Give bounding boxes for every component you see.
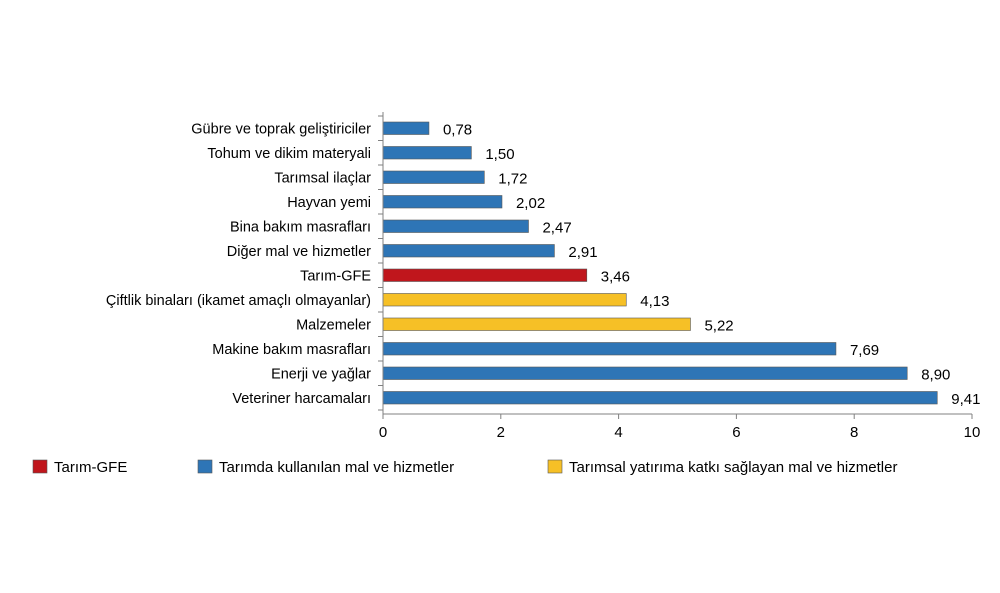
value-label: 7,69 (850, 342, 879, 359)
value-label: 1,72 (498, 170, 527, 187)
bar-12 (382, 391, 938, 405)
category-label: Malzemeler (296, 317, 371, 333)
value-label: 9,41 (951, 391, 980, 408)
bars-layer: Gübre ve toprak geliştiriciler 0,78 Tohum … (106, 121, 981, 408)
category-label: Tohum ve dikim materyali (207, 146, 371, 162)
legend-swatch-1 (32, 459, 48, 474)
value-label: 8,90 (921, 366, 950, 383)
bar-6 (382, 244, 555, 258)
x-tick-label: 2 (497, 424, 505, 441)
x-tick-label: 10 (964, 424, 981, 441)
x-tick-label: 0 (379, 424, 387, 441)
category-label: Tarımsal ilaçlar (274, 170, 371, 186)
x-tick-label: 6 (732, 424, 740, 441)
bar-2 (382, 146, 472, 160)
value-label: 2,91 (568, 244, 597, 261)
bar-9 (382, 317, 691, 331)
category-label: Enerji ve yağlar (271, 366, 371, 382)
category-label: Gübre ve toprak geliştiriciler (191, 121, 371, 137)
x-tick-label: 4 (614, 424, 622, 441)
bar-4 (382, 195, 503, 209)
legend-swatch-3 (547, 459, 563, 474)
value-label: 3,46 (601, 268, 630, 285)
category-label: Veteriner harcamaları (232, 391, 371, 407)
bar-3 (382, 170, 485, 184)
value-label: 1,50 (485, 146, 514, 163)
category-label: Çiftlik binaları (ikamet amaçlı olmayanl… (106, 293, 371, 309)
legend-label-1: Tarım-GFE (54, 459, 127, 476)
bar-11 (382, 366, 908, 380)
bar-1 (382, 121, 430, 135)
bar-7 (382, 268, 588, 282)
bar-10 (382, 342, 837, 356)
x-tick-label: 8 (850, 424, 858, 441)
category-label: Diğer mal ve hizmetler (227, 244, 371, 260)
value-label: 2,02 (516, 195, 545, 212)
category-label: Bina bakım masrafları (230, 219, 371, 235)
value-label: 0,78 (443, 121, 472, 138)
axis-layer: 0 2 4 6 8 10 (378, 112, 980, 441)
category-label: Tarım-GFE (300, 268, 371, 284)
legend-label-3: Tarımsal yatırıma katkı sağlayan mal ve … (569, 459, 897, 476)
legend-label-2: Tarımda kullanılan mal ve hizmetler (219, 459, 454, 476)
value-label: 5,22 (704, 317, 733, 334)
category-label: Makine bakım masrafları (212, 342, 371, 358)
value-label: 4,13 (640, 293, 669, 310)
legend: Tarım-GFE Tarımda kullanılan mal ve hizme… (32, 459, 897, 476)
bar-5 (382, 219, 529, 233)
category-label: Hayvan yemi (287, 195, 371, 211)
bar-8 (382, 293, 627, 307)
value-label: 2,47 (542, 219, 571, 236)
legend-swatch-2 (197, 459, 213, 474)
